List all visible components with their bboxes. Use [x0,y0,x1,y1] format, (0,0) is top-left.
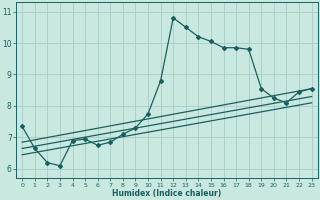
X-axis label: Humidex (Indice chaleur): Humidex (Indice chaleur) [112,189,221,198]
